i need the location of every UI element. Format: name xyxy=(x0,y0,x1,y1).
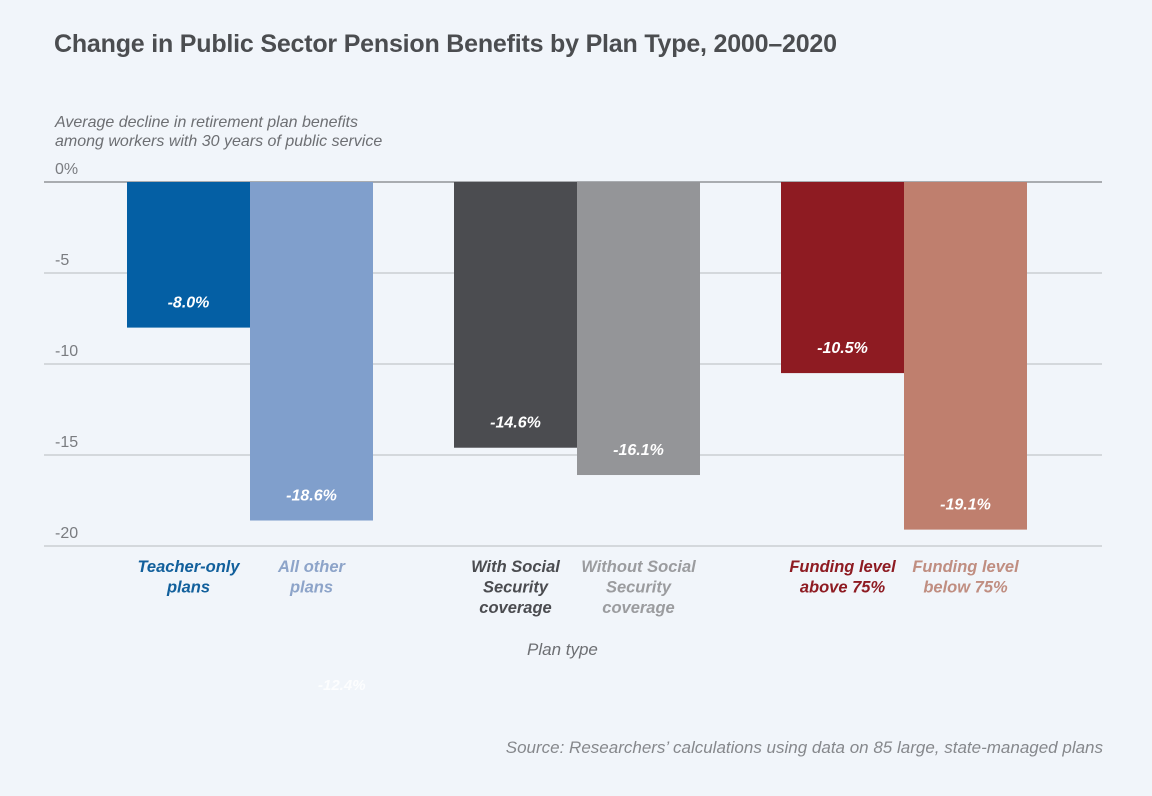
bar xyxy=(781,182,904,374)
x-category-label-line: coverage xyxy=(479,599,551,617)
x-category-label-line: Funding level xyxy=(789,558,896,576)
bar xyxy=(904,182,1027,530)
chart-subtitle: Average decline in retirement plan benef… xyxy=(55,113,382,151)
x-category-label-line: plans xyxy=(289,579,333,597)
x-category-label-line: plans xyxy=(166,579,210,597)
x-category-label: Funding level above 75% xyxy=(789,558,896,597)
x-category-label-line: All other xyxy=(277,558,346,576)
chart-title: Change in Public Sector Pension Benefits… xyxy=(54,30,837,58)
subtitle-line-1: Average decline in retirement plan benef… xyxy=(55,114,358,131)
subtitle-line-2: among workers with 30 years of public se… xyxy=(55,133,383,150)
y-tick-label: 0% xyxy=(55,161,78,178)
x-category-label: With Social Security coverage xyxy=(471,558,560,617)
x-axis-title: Plan type xyxy=(527,640,598,659)
bar xyxy=(577,182,700,476)
y-tick-label: -10 xyxy=(55,343,78,360)
bar-data-label: -10.5% xyxy=(817,340,868,357)
x-category-label-line: Funding level xyxy=(912,558,1019,576)
x-category-label-line: Without Social xyxy=(581,558,696,576)
y-tick-label: -20 xyxy=(55,525,78,542)
bar-data-label: -16.1% xyxy=(613,442,664,459)
x-category-label-line: above 75% xyxy=(800,579,886,597)
bar-data-label: -18.6% xyxy=(286,488,337,505)
x-category-label: Teacher-only plans xyxy=(137,558,240,597)
source-note: Source: Researchers’ calculations using … xyxy=(505,738,1103,757)
bars xyxy=(127,182,1027,530)
bar xyxy=(250,182,373,521)
bar-data-label: -14.6% xyxy=(490,415,541,432)
category-labels: Teacher-only plans All other plans With Soci… xyxy=(137,558,1019,617)
x-category-label-line: Security xyxy=(606,579,672,597)
x-category-label-line: below 75% xyxy=(923,579,1008,597)
y-axis-ticks: 0% -5 -10 -15 -20 xyxy=(55,161,78,542)
y-tick-label: -5 xyxy=(55,252,69,269)
stray-data-label: -12.4% xyxy=(318,677,366,694)
x-category-label: Without Social Security coverage xyxy=(581,558,696,617)
x-category-label-line: coverage xyxy=(602,599,674,617)
bar-data-labels: -8.0% -18.6% -14.6% -16.1% -10.5% -19.1% xyxy=(168,295,991,514)
x-category-label-line: Security xyxy=(483,579,549,597)
x-category-label: All other plans xyxy=(277,558,346,597)
x-category-label: Funding level below 75% xyxy=(912,558,1019,597)
y-tick-label: -15 xyxy=(55,434,78,451)
bar xyxy=(454,182,577,448)
bar xyxy=(127,182,250,328)
x-category-label-line: With Social xyxy=(471,558,560,576)
bar-data-label: -19.1% xyxy=(940,497,991,514)
bar-data-label: -8.0% xyxy=(168,295,210,312)
x-category-label-line: Teacher-only xyxy=(137,558,240,576)
